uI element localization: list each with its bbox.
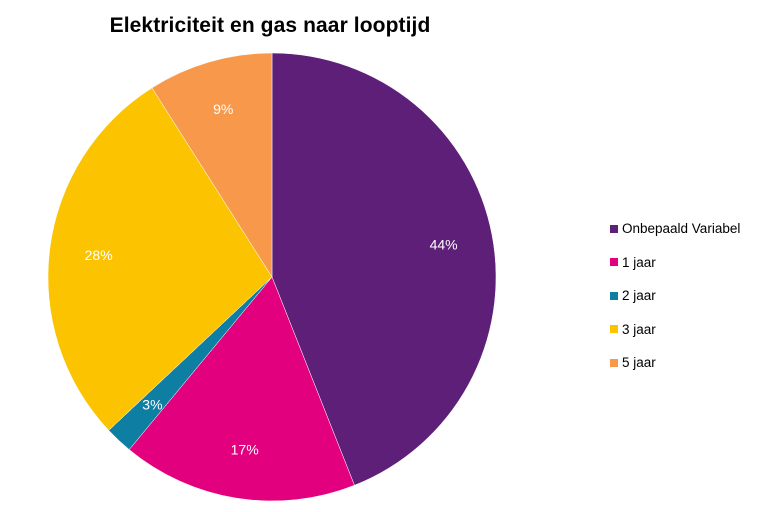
legend-label: 5 jaar (622, 355, 656, 371)
legend-item-onbepaald-variabel: Onbepaald Variabel (610, 212, 740, 246)
legend-item-3-jaar: 3 jaar (610, 313, 740, 347)
chart-title: Elektriciteit en gas naar looptijd (109, 14, 431, 37)
legend-swatch (610, 325, 618, 334)
legend-item-5-jaar: 5 jaar (610, 346, 740, 380)
legend-swatch (610, 258, 618, 267)
slice-label-onbepaald-variabel: 44% (430, 236, 458, 252)
legend-swatch (610, 358, 618, 367)
legend-item-1-jaar: 1 jaar (610, 246, 740, 280)
slice-label-1-jaar: 17% (231, 442, 259, 458)
pie-slices (47, 52, 497, 502)
pie-slice-labels: 44% 17% 3% 28% 9% (85, 101, 458, 457)
pie-slice-onbepaald-variabel (271, 52, 497, 486)
legend-swatch (610, 224, 618, 233)
pie-slice-3-jaar (47, 87, 273, 431)
legend-label: Onbepaald Variabel (622, 221, 741, 237)
slice-label-2-jaar: 3% (142, 396, 162, 412)
chart-legend: Onbepaald Variabel 1 jaar 2 jaar 3 jaar 5 ja… (610, 212, 740, 380)
pie-slice-1-jaar (128, 276, 355, 502)
legend-swatch (610, 291, 618, 300)
legend-label: 3 jaar (622, 321, 656, 337)
pie-slice-5-jaar (151, 52, 273, 278)
legend-label: 1 jaar (622, 254, 656, 270)
slice-label-5-jaar: 9% (213, 101, 233, 117)
legend-item-2-jaar: 2 jaar (610, 279, 740, 313)
slice-label-3-jaar: 28% (85, 247, 113, 263)
legend-label: 2 jaar (622, 288, 656, 304)
